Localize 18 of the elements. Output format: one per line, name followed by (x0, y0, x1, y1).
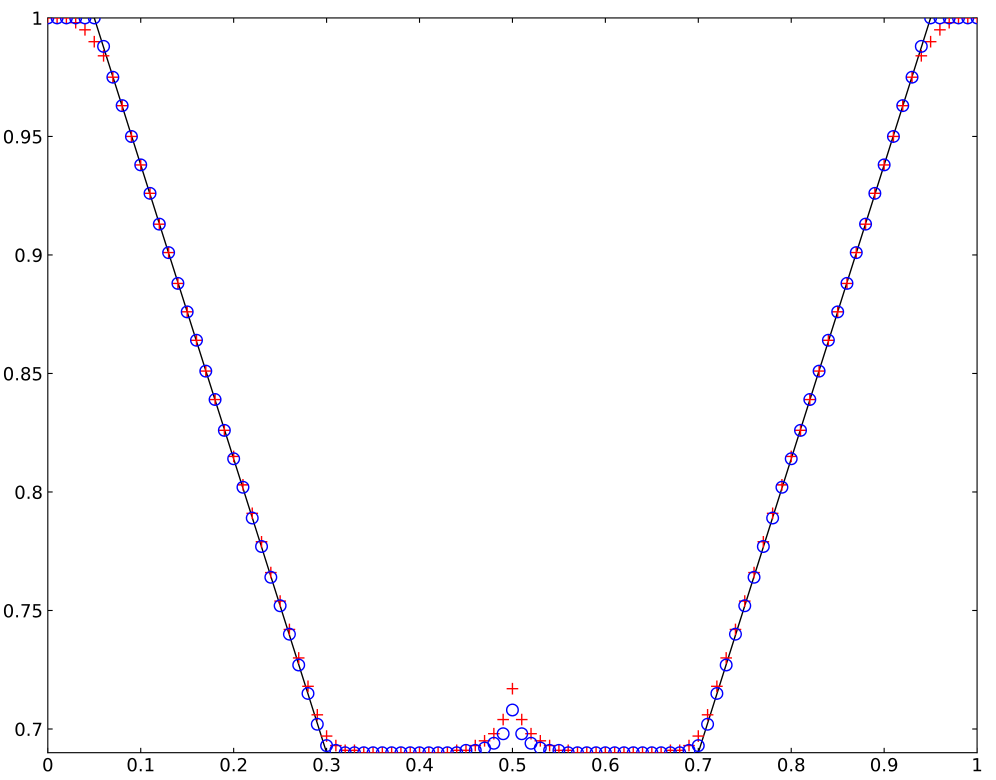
y-tick-label: 0.9 (15, 248, 42, 262)
x-tick-label: 0.6 (592, 758, 619, 772)
x-tick-label: 0.4 (406, 758, 433, 772)
x-tick-label: 0.9 (870, 758, 898, 772)
x-tick-label: 0.1 (128, 758, 154, 772)
x-tick-label: 0.7 (685, 758, 712, 772)
x-tick-label: 0.3 (313, 758, 340, 772)
x-tick-label: 0.5 (499, 758, 526, 772)
y-tick-label: 0.75 (4, 604, 42, 618)
x-tick-label: 0.2 (220, 758, 246, 772)
x-tick-label: 0.8 (778, 758, 804, 772)
y-tick-label: 1 (33, 12, 42, 25)
y-tick-label: 0.95 (4, 130, 42, 144)
x-tick-label: 0 (43, 758, 52, 772)
x-tick-label: 1 (973, 758, 982, 772)
y-tick-label: 0.7 (15, 722, 42, 736)
y-tick-label: 0.85 (4, 366, 42, 381)
y-tick-label: 0.8 (15, 485, 42, 500)
